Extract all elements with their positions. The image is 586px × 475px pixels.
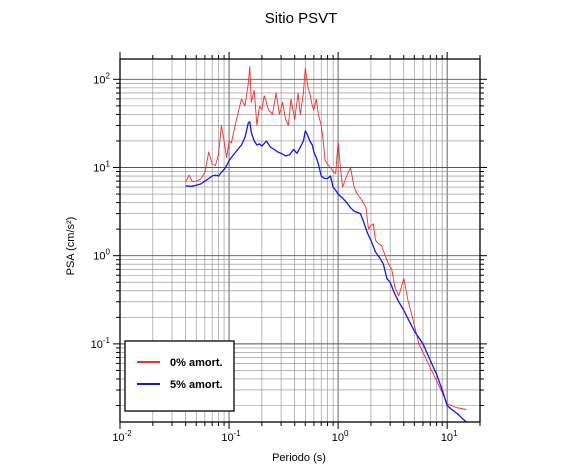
y-tick-label: 100 — [93, 248, 110, 263]
legend-box — [124, 340, 235, 412]
axis-tick-labels: 10-2 10-1 100 101 10-1 100 101 102 — [91, 71, 458, 444]
x-tick-label: 10-1 — [221, 429, 241, 444]
x-tick-label: 10-2 — [112, 429, 132, 444]
y-tick-label: 101 — [93, 160, 110, 175]
axis-ticks — [113, 52, 487, 429]
y-tick-label: 10-1 — [91, 336, 111, 351]
legend: 0% amort. 5% amort. — [124, 340, 235, 412]
legend-label-1: 0% amort. — [170, 357, 223, 369]
legend-label-2: 5% amort. — [170, 379, 223, 391]
chart-title: Sitio PSVT — [265, 10, 338, 27]
series-line-2 — [185, 121, 467, 423]
y-axis-label: PSA (cm/s²) — [65, 217, 77, 276]
x-tick-label: 101 — [441, 429, 458, 444]
y-tick-label: 102 — [93, 71, 110, 86]
series-group — [185, 65, 467, 423]
x-axis-label: Periodo (s) — [272, 452, 326, 464]
grid — [119, 59, 481, 422]
x-tick-label: 100 — [332, 429, 349, 444]
plot-frame — [119, 58, 481, 423]
series-line-1 — [185, 65, 467, 410]
